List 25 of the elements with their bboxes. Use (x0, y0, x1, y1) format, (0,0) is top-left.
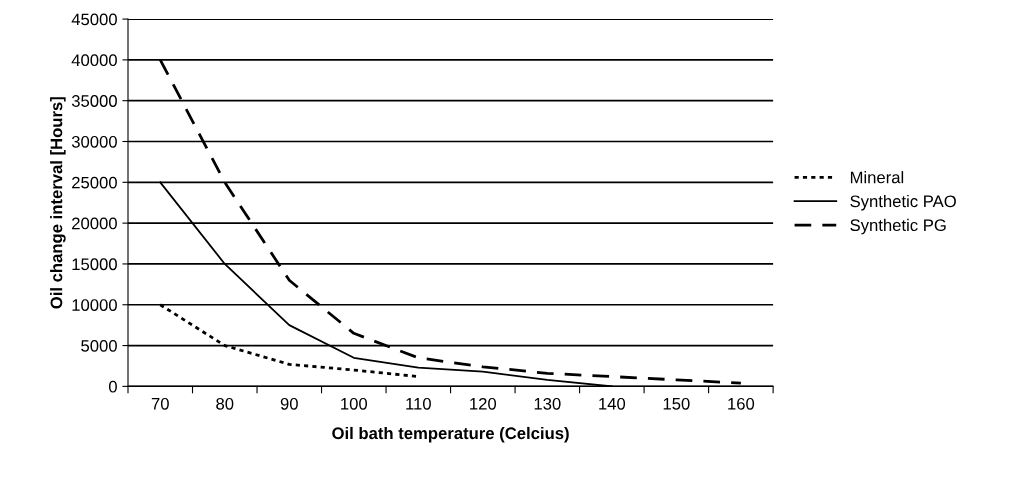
x-tick-label: 100 (341, 397, 368, 410)
x-tick-label: 130 (534, 397, 561, 410)
y-axis-title: Oil change interval [Hours] (50, 97, 66, 309)
legend-label: Synthetic PAO (850, 194, 956, 211)
x-tick-label: 90 (280, 397, 298, 410)
x-tick-label: 80 (216, 397, 234, 410)
y-tick-label: 10000 (72, 299, 117, 311)
x-axis-title: Oil bath temperature (Celcius) (332, 426, 569, 443)
y-tick-label: 35000 (71, 95, 117, 107)
y-tick-label: 0 (108, 380, 117, 393)
x-tick-label: 160 (728, 397, 755, 410)
x-tick-label: 120 (470, 397, 497, 410)
y-tick-label: 25000 (72, 176, 117, 189)
y-tick-label: 45000 (71, 13, 117, 26)
x-tick-label: 110 (406, 397, 431, 410)
y-tick-label: 40000 (71, 54, 117, 67)
y-tick-label: 20000 (72, 217, 117, 230)
x-tick-label: 150 (663, 397, 690, 410)
legend-label: Mineral (850, 171, 904, 184)
x-tick-label: 70 (151, 397, 169, 410)
x-tick-label: 140 (599, 397, 626, 410)
y-tick-label: 30000 (71, 135, 117, 148)
legend-label: Synthetic PG (850, 218, 946, 235)
y-tick-label: 15000 (72, 258, 117, 271)
y-tick-label: 5000 (81, 339, 117, 352)
